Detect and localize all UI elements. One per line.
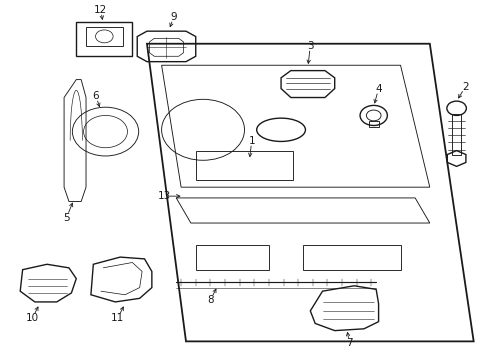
Text: 4: 4 [374,84,381,94]
Text: 10: 10 [26,313,39,323]
Text: 8: 8 [206,295,213,305]
Bar [451,114,461,155]
Text: 3: 3 [306,41,313,50]
Text: 6: 6 [92,91,99,101]
Bar [86,27,122,46]
Text: 2: 2 [461,82,468,92]
Bar [368,121,378,127]
Text: 9: 9 [170,12,177,22]
Text: 12: 12 [94,5,107,15]
Text: 5: 5 [63,213,70,222]
Text: 11: 11 [111,313,124,323]
Bar [76,22,132,56]
Text: 1: 1 [248,136,255,145]
Text: 7: 7 [346,338,352,348]
Text: 13: 13 [157,191,170,201]
